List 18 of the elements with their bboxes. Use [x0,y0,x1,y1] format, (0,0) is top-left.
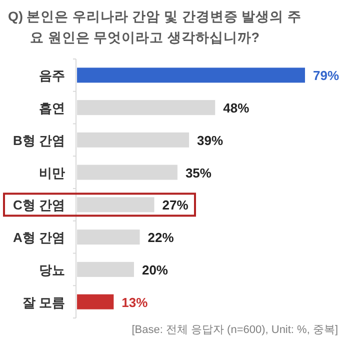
y-tick-label: B형 간염 [13,132,65,148]
y-tick-label: 당뇨 [39,262,65,278]
y-tick-label: A형 간염 [13,230,65,246]
y-tick-label: C형 간염 [13,198,65,213]
data-label: 79% [313,68,340,84]
data-label: 27% [162,198,189,213]
data-label: 35% [185,165,212,180]
data-label: 22% [148,230,174,246]
data-label: 48% [223,100,250,116]
y-tick-label: 비만 [39,165,65,180]
y-tick-label: 음주 [39,68,65,84]
data-label: 13% [122,294,148,310]
y-tick-label: 잘 모름 [22,294,65,310]
data-label: 39% [197,132,224,148]
title: Q) 본인은 우리나라 간암 및 간경변증 발생의 주요 원인은 무엇이라고 생각하십니까? [8,8,302,47]
y-tick-label: 흡연 [39,100,65,116]
text: [Base: 전체 응답자 (n=600), Unit: %, 중복] [132,324,338,336]
data-label: 20% [142,262,168,278]
